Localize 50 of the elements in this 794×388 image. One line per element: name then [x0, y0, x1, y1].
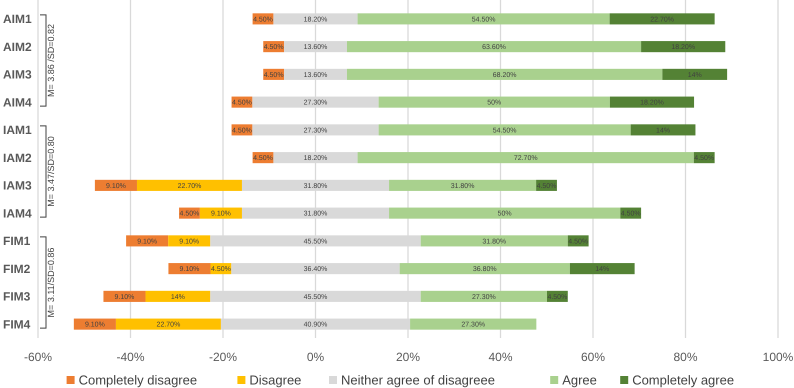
bar	[420, 290, 547, 302]
y-tick-label: FIM2	[3, 262, 31, 276]
bar	[420, 235, 568, 246]
bar	[146, 290, 210, 302]
y-tick-label: IAM1	[3, 123, 32, 138]
bar	[662, 68, 728, 80]
x-tick-label: 100%	[762, 350, 794, 364]
bar	[630, 124, 696, 136]
x-tick-label: 20%	[396, 350, 420, 364]
legend-label: Neither agree of disagreee	[341, 372, 495, 388]
y-tick-label: FIM4	[3, 317, 31, 332]
bar	[346, 68, 662, 80]
legend-label: Disagree	[249, 372, 302, 388]
bar	[610, 13, 715, 24]
bar	[136, 180, 242, 191]
x-tick-label: 40%	[488, 350, 513, 364]
annotation: M= 3.86 /SD=0.82	[46, 24, 56, 98]
legend-label: Completely agree	[632, 372, 734, 388]
bar	[378, 124, 631, 136]
x-tick-label: -60%	[24, 350, 52, 364]
y-tick-label: AIM2	[3, 40, 32, 54]
y-tick-label: AIM3	[3, 68, 32, 82]
bar	[358, 152, 694, 164]
bar	[570, 263, 635, 274]
legend-label: Agree	[562, 372, 597, 388]
y-tick-label: IAM2	[3, 150, 32, 165]
annotation: M= 3.11/SD=0.86	[46, 248, 56, 318]
bar	[400, 263, 570, 274]
y-tick-label: FIM1	[3, 234, 31, 248]
x-tick-label: -20%	[208, 350, 238, 364]
x-tick-label: 60%	[580, 350, 606, 364]
bar	[641, 41, 726, 52]
x-tick-label: 80%	[673, 350, 698, 364]
x-tick-label: 0%	[306, 350, 324, 364]
bar	[389, 180, 536, 191]
bar	[358, 13, 610, 24]
legend-label: Completely disagree	[78, 372, 198, 388]
y-tick-label: AIM4	[3, 95, 32, 110]
bar	[346, 41, 642, 52]
bar	[116, 318, 221, 330]
bar	[378, 96, 610, 108]
bar	[389, 208, 620, 219]
y-tick-label: IAM4	[3, 206, 32, 220]
x-tick-label: -40%	[116, 350, 145, 364]
bar	[410, 318, 536, 330]
y-tick-label: AIM1	[3, 12, 32, 26]
y-tick-label: IAM3	[3, 178, 32, 193]
annotation: M= 3.47/SD=0.80	[46, 136, 56, 207]
bar	[610, 96, 694, 108]
y-tick-label: FIM3	[3, 290, 31, 304]
